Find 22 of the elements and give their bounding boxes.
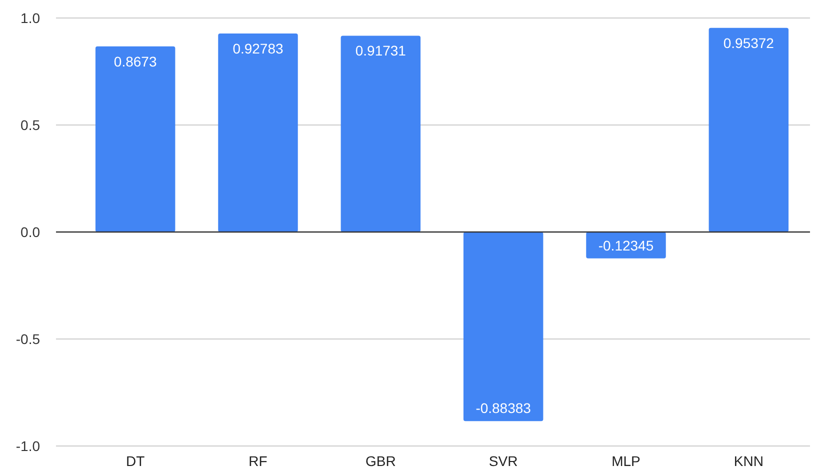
data-label: 0.92783 (232, 40, 284, 56)
y-tick-label: -0.5 (16, 331, 40, 347)
data-label: -0.88383 (476, 400, 532, 416)
data-label: -0.12345 (598, 237, 654, 254)
data-label: 0.95372 (723, 34, 774, 51)
bar (463, 232, 544, 422)
y-tick-label: 0.0 (20, 224, 40, 240)
y-tick-label: 0.5 (20, 117, 40, 133)
x-tick-label: GBR (365, 453, 396, 469)
x-tick-label: MLP (612, 453, 640, 469)
data-label: 0.91731 (355, 42, 406, 59)
data-label: 0.8673 (114, 53, 157, 70)
x-tick-label: DT (126, 453, 146, 469)
x-tick-label: SVR (488, 453, 518, 469)
bar (95, 46, 176, 232)
y-tick-label: 1.0 (20, 10, 40, 26)
x-tick-label: RF (248, 453, 268, 469)
bar (340, 36, 421, 232)
x-tick-label: KNN (734, 453, 764, 469)
bar (218, 33, 298, 232)
y-tick-label: -1.0 (16, 438, 40, 454)
bar (708, 28, 789, 232)
